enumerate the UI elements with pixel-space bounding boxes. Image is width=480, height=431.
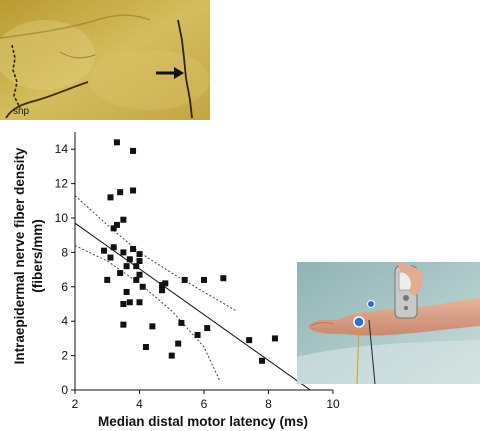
data-point: [201, 276, 207, 283]
data-point: [120, 249, 127, 256]
data-point: [130, 147, 137, 154]
snp-label: snp: [13, 106, 30, 117]
y-tick-label: 0: [61, 383, 68, 397]
y-tick-label: 14: [55, 142, 69, 156]
y-tick-label: 6: [61, 280, 68, 294]
subepidermal-nerve-plexus: [5, 81, 89, 119]
data-point: [110, 225, 117, 232]
confidence-bands: [74, 195, 237, 382]
data-point: [120, 321, 127, 328]
y-tick-label: 2: [61, 349, 68, 363]
data-point: [126, 256, 133, 263]
x-tick-label: 4: [136, 397, 143, 411]
arrow-icon: [156, 67, 184, 79]
data-point: [113, 139, 120, 146]
data-point: [259, 357, 266, 364]
electrode: [353, 316, 365, 328]
wrist-device-photo: [297, 262, 480, 384]
y-axis-title-line1: Intraepidermal nerve fiber density: [12, 147, 27, 364]
data-point: [136, 251, 143, 258]
nerve-fiber: [11, 44, 21, 109]
ci-lower-line: [74, 245, 221, 382]
y-tick-label: 8: [61, 245, 68, 259]
data-point: [101, 247, 108, 254]
data-point: [136, 258, 143, 264]
electrode: [367, 300, 375, 308]
data-point: [107, 254, 114, 261]
regression-line-group: [74, 222, 311, 391]
data-points: [101, 139, 278, 364]
data-point: [123, 288, 130, 295]
data-point: [220, 275, 227, 282]
data-point: [133, 276, 140, 283]
y-tick-label: 4: [61, 314, 68, 328]
data-point: [159, 287, 166, 294]
data-point: [110, 244, 117, 251]
x-axis-title: Median distal motor latency (ms): [98, 414, 308, 429]
data-point: [271, 335, 278, 342]
ci-upper-line: [74, 195, 237, 312]
data-point: [120, 301, 127, 307]
data-point: [117, 189, 124, 196]
data-point: [104, 276, 111, 283]
data-point: [130, 187, 137, 194]
data-point: [107, 194, 114, 201]
data-point: [204, 325, 211, 332]
data-point: [142, 344, 149, 350]
axes: [71, 132, 334, 394]
forearm: [308, 298, 480, 336]
data-point: [194, 331, 201, 338]
data-point: [136, 299, 143, 306]
data-point: [133, 263, 140, 270]
x-tick-label: 8: [265, 397, 272, 411]
x-tick-label: 10: [326, 397, 340, 411]
data-point: [181, 276, 188, 283]
data-point: [162, 280, 169, 287]
y-axis-title-line2: (fibers/mm): [30, 219, 45, 293]
x-tick-label: 6: [201, 397, 208, 411]
y-tick-label: 12: [55, 177, 69, 191]
data-point: [126, 299, 133, 306]
data-point: [130, 245, 137, 252]
data-point: [159, 282, 166, 289]
skin-biopsy-micrograph: snp: [0, 0, 210, 120]
data-point: [149, 323, 156, 330]
data-point: [175, 340, 182, 347]
regression-line: [74, 222, 311, 391]
data-point: [139, 283, 146, 290]
x-tick-label: 2: [72, 397, 79, 411]
data-point: [117, 270, 124, 277]
data-point: [168, 352, 175, 359]
data-point: [178, 319, 185, 326]
data-point: [113, 221, 120, 228]
data-point: [246, 337, 253, 344]
nerve-fiber: [177, 19, 193, 119]
data-point: [123, 263, 130, 270]
hand: [397, 262, 423, 296]
data-point: [120, 216, 127, 223]
y-tick-label: 10: [55, 211, 69, 225]
data-point: [136, 271, 143, 278]
